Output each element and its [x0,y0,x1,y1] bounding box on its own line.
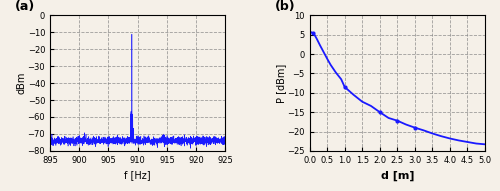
Y-axis label: P [dBm]: P [dBm] [276,63,286,103]
Text: (a): (a) [15,0,35,13]
Text: (b): (b) [274,0,295,13]
Y-axis label: dBm: dBm [16,72,26,94]
X-axis label: d [m]: d [m] [380,170,414,180]
X-axis label: f [Hz]: f [Hz] [124,170,151,180]
